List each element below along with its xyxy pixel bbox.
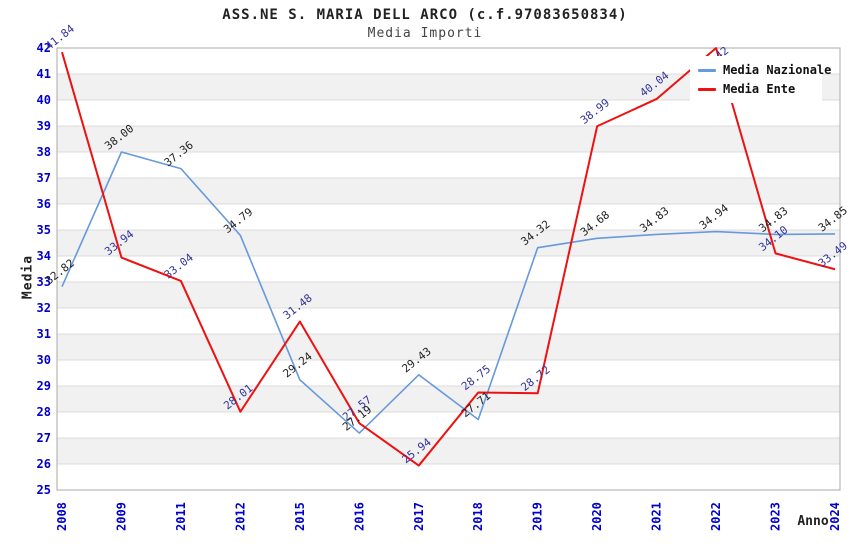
legend-item-media-nazionale: Media Nazionale — [698, 63, 831, 77]
y-tick-label: 35 — [37, 223, 51, 237]
y-tick-label: 30 — [37, 353, 51, 367]
y-tick-label: 33 — [37, 275, 51, 289]
x-tick-label: 2024 — [828, 502, 842, 531]
x-tick-label: 2015 — [293, 502, 307, 531]
legend-line-swatch-nazionale — [698, 68, 716, 72]
y-tick-label: 36 — [37, 197, 51, 211]
y-tick-label: 25 — [37, 483, 51, 497]
y-tick-label: 42 — [37, 41, 51, 55]
x-tick-label: 2022 — [709, 502, 723, 531]
chart-subtitle: Media Importi — [367, 26, 483, 41]
x-tick-label: 2017 — [412, 502, 426, 531]
y-tick-label: 38 — [37, 145, 51, 159]
y-axis-title: Media — [20, 254, 36, 300]
x-tick-label: 2009 — [114, 502, 128, 531]
legend-label-ente: Media Ente — [723, 82, 796, 96]
x-axis-title: Anno — [797, 514, 829, 529]
x-tick-label: 2008 — [55, 502, 69, 531]
plot-band — [57, 334, 840, 360]
y-tick-label: 31 — [37, 327, 51, 341]
y-tick-label: 27 — [37, 431, 51, 445]
y-tick-label: 37 — [37, 171, 51, 185]
plot-band — [57, 412, 840, 438]
legend-line-swatch-ente — [698, 87, 716, 91]
y-tick-label: 26 — [37, 457, 51, 471]
plot-band — [57, 204, 840, 230]
plot-band — [57, 152, 840, 178]
x-tick-label: 2012 — [233, 502, 247, 531]
plot-band — [57, 464, 840, 490]
plot-band — [57, 230, 840, 256]
x-tick-label: 2019 — [531, 502, 545, 531]
y-tick-label: 29 — [37, 379, 51, 393]
y-tick-label: 39 — [37, 119, 51, 133]
x-tick-label: 2023 — [769, 502, 783, 531]
legend-label-nazionale: Media Nazionale — [723, 63, 832, 77]
series-line-media-nazionale — [61, 151, 836, 434]
plot-band — [57, 386, 840, 412]
plot-border — [56, 47, 841, 491]
x-tick-label: 2011 — [174, 502, 188, 531]
chart-title: ASS.NE S. MARIA DELL ARCO (c.f.970836508… — [222, 7, 628, 23]
plot-band — [57, 308, 840, 334]
x-tick-label: 2020 — [590, 502, 604, 531]
plot-band — [57, 282, 840, 308]
x-tick-label: 2016 — [352, 502, 366, 531]
y-tick-label: 28 — [37, 405, 51, 419]
plot-band — [57, 126, 840, 152]
plot-band — [57, 178, 840, 204]
plot-band — [57, 256, 840, 282]
x-tick-label: 2018 — [471, 502, 485, 531]
y-tick-label: 34 — [37, 249, 51, 263]
y-tick-label: 32 — [37, 301, 51, 315]
plot-band — [57, 438, 840, 464]
y-tick-label: 41 — [37, 67, 51, 81]
x-tick-label: 2021 — [650, 502, 664, 531]
y-tick-label: 40 — [37, 93, 51, 107]
legend: Media Nazionale Media Ente — [690, 56, 831, 103]
plot-band — [57, 100, 840, 126]
plot-band — [57, 360, 840, 386]
legend-item-media-ente: Media Ente — [698, 82, 822, 96]
